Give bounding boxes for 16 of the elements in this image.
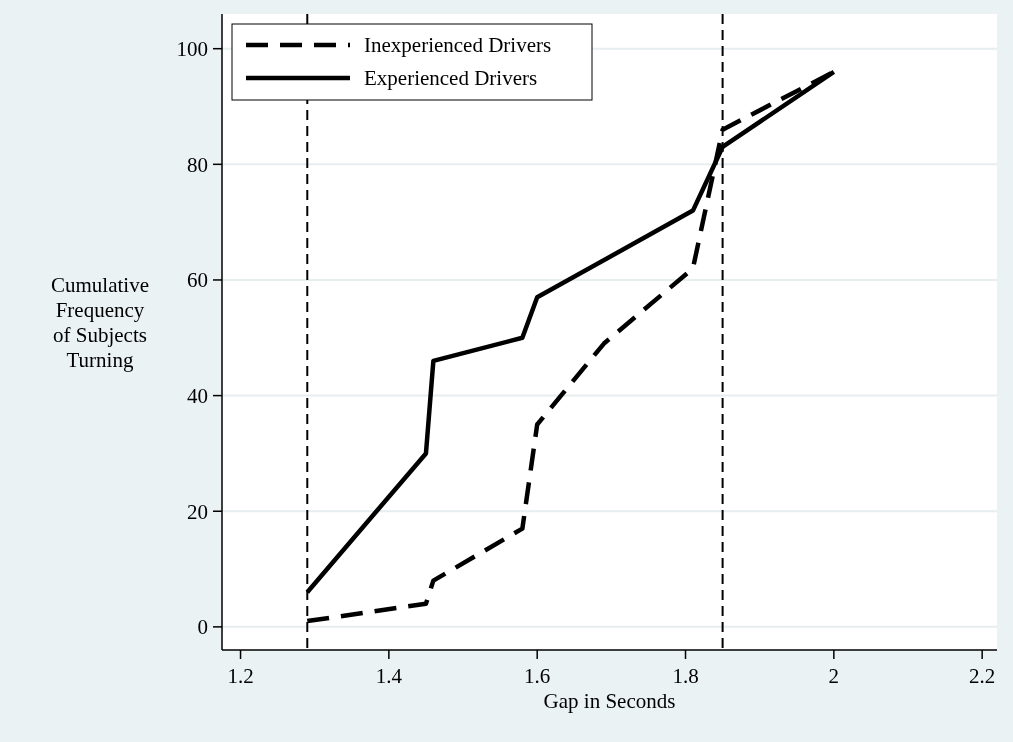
y-tick-label: 80 bbox=[187, 152, 208, 177]
y-tick-label: 40 bbox=[187, 383, 208, 408]
x-tick-label: 1.8 bbox=[672, 664, 699, 688]
x-tick-label: 1.2 bbox=[227, 664, 254, 688]
x-tick-label: 2 bbox=[828, 664, 840, 688]
x-tick-label: 1.4 bbox=[375, 664, 403, 688]
x-axis-title: Gap in Seconds bbox=[543, 689, 676, 713]
legend-label: Experienced Drivers bbox=[364, 66, 538, 91]
y-axis-title: Cumulative Frequency of Subjects Turning bbox=[51, 273, 149, 372]
y-tick-label: 100 bbox=[176, 37, 208, 62]
x-tick-label: 2.2 bbox=[969, 664, 996, 688]
y-tick-label: 0 bbox=[197, 615, 208, 640]
y-tick-label: 60 bbox=[187, 268, 208, 293]
legend-label: Inexperienced Drivers bbox=[364, 33, 552, 58]
x-tick-label: 1.6 bbox=[524, 664, 551, 688]
y-tick-label: 20 bbox=[187, 499, 208, 524]
